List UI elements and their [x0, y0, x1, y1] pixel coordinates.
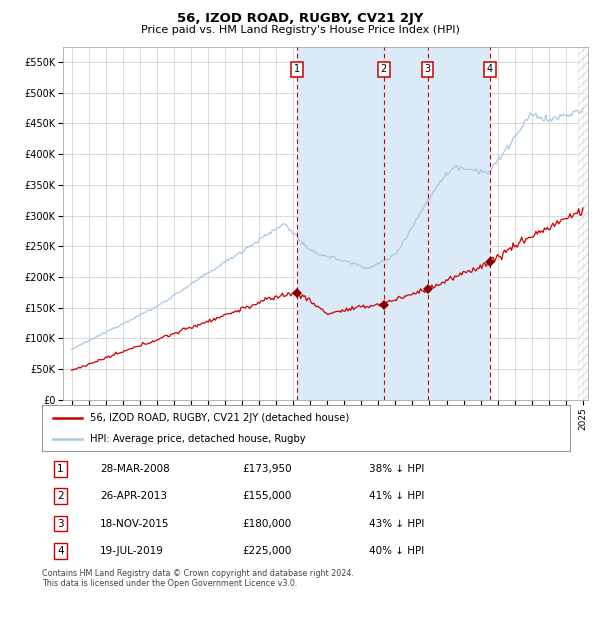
Text: 56, IZOD ROAD, RUGBY, CV21 2JY: 56, IZOD ROAD, RUGBY, CV21 2JY	[177, 12, 423, 25]
Text: 3: 3	[425, 64, 431, 74]
Bar	[297, 46, 490, 400]
Text: 19-JUL-2019: 19-JUL-2019	[100, 546, 164, 556]
Text: 18-NOV-2015: 18-NOV-2015	[100, 518, 170, 528]
Text: 4: 4	[57, 546, 64, 556]
Text: Price paid vs. HM Land Registry's House Price Index (HPI): Price paid vs. HM Land Registry's House …	[140, 25, 460, 35]
Text: 1: 1	[57, 464, 64, 474]
Text: Contains HM Land Registry data © Crown copyright and database right 2024.
This d: Contains HM Land Registry data © Crown c…	[42, 569, 354, 588]
Text: £155,000: £155,000	[242, 492, 292, 502]
Text: 40% ↓ HPI: 40% ↓ HPI	[370, 546, 425, 556]
Text: 43% ↓ HPI: 43% ↓ HPI	[370, 518, 425, 528]
Text: 1: 1	[294, 64, 300, 74]
Text: £225,000: £225,000	[242, 546, 292, 556]
Text: 2: 2	[380, 64, 387, 74]
Text: £180,000: £180,000	[242, 518, 292, 528]
Text: 3: 3	[57, 518, 64, 528]
Text: 2: 2	[57, 492, 64, 502]
Text: 28-MAR-2008: 28-MAR-2008	[100, 464, 170, 474]
Text: 38% ↓ HPI: 38% ↓ HPI	[370, 464, 425, 474]
Text: 41% ↓ HPI: 41% ↓ HPI	[370, 492, 425, 502]
Text: 4: 4	[487, 64, 493, 74]
Bar	[578, 46, 588, 400]
Text: 56, IZOD ROAD, RUGBY, CV21 2JY (detached house): 56, IZOD ROAD, RUGBY, CV21 2JY (detached…	[89, 413, 349, 423]
Text: £173,950: £173,950	[242, 464, 292, 474]
Text: 26-APR-2013: 26-APR-2013	[100, 492, 167, 502]
Text: HPI: Average price, detached house, Rugby: HPI: Average price, detached house, Rugb…	[89, 433, 305, 443]
